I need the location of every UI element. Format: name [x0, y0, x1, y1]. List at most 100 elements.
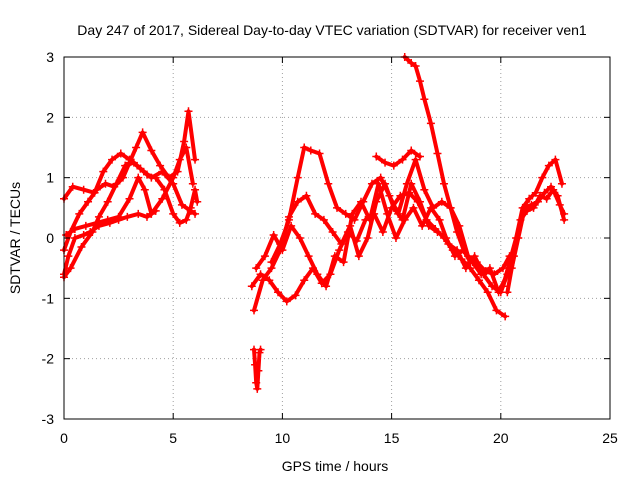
data-point-s10-19: [429, 203, 438, 212]
data-point-s2-6: [110, 182, 119, 191]
data-point-s10-3: [293, 173, 302, 182]
data-point-s9-16: [391, 234, 400, 242]
data-point-s6-6: [256, 345, 265, 354]
data-point-s5-8: [123, 212, 132, 221]
data-point-s3-3: [90, 188, 99, 197]
data-point-s3-14: [191, 209, 200, 218]
data-point-s8-12: [354, 252, 363, 261]
y-tick-label-3: 0: [46, 230, 54, 246]
data-point-s8-19: [415, 197, 424, 206]
data-point-s3-1: [68, 182, 77, 191]
data-point-s2-12: [156, 161, 165, 170]
y-tick-label-1: -2: [42, 351, 55, 367]
data-point-s10-11: [359, 197, 368, 206]
data-point-s1-13: [169, 209, 178, 218]
data-point-s4-1: [70, 224, 79, 233]
data-point-s2-3: [84, 197, 93, 206]
series-line-s9: [254, 181, 512, 295]
y-tick-label-6: 3: [46, 49, 54, 65]
data-point-s5-5: [94, 221, 103, 230]
x-tick-label-2: 10: [275, 430, 291, 446]
data-point-s5-2: [70, 234, 79, 242]
series-s6: [250, 345, 265, 393]
data-point-s5-11: [151, 206, 160, 215]
data-point-s5-3: [79, 230, 88, 239]
data-point-s2-10: [138, 128, 147, 137]
data-point-s9-24: [461, 264, 470, 273]
plot-area: [60, 53, 569, 393]
data-point-s10-2: [284, 215, 293, 224]
data-point-s15-4: [533, 197, 542, 206]
data-point-s10-18: [420, 185, 429, 194]
data-point-s9-8: [322, 282, 331, 291]
data-point-s10-5: [306, 146, 315, 155]
data-point-s5-1: [64, 252, 73, 261]
x-tick-label-0: 0: [60, 430, 68, 446]
data-point-s10-6: [315, 149, 324, 158]
data-point-s8-9: [328, 227, 337, 236]
data-point-s11-5: [426, 119, 435, 128]
data-point-s3-12: [177, 200, 186, 209]
data-point-s8-13: [363, 234, 372, 242]
data-point-s5-10: [142, 212, 151, 221]
data-point-s11-6: [433, 149, 442, 158]
data-point-s10-25: [481, 267, 490, 276]
data-point-s9-6: [304, 252, 313, 261]
data-point-s3-4: [99, 167, 108, 176]
series-s9: [252, 179, 514, 297]
data-point-s2-7: [118, 173, 127, 182]
x-tick-label-1: 5: [169, 430, 177, 446]
data-point-s15-7: [553, 191, 562, 200]
data-point-s9-22: [444, 240, 453, 249]
data-point-s12-2: [389, 161, 398, 170]
data-point-s9-3: [278, 246, 287, 255]
series-s3: [60, 149, 200, 218]
data-point-s9-15: [383, 209, 392, 218]
data-point-s7-27: [483, 288, 492, 297]
data-point-s8-6: [302, 191, 311, 200]
data-point-s13-9: [557, 179, 566, 188]
data-point-s9-17: [400, 215, 409, 224]
chart-title: Day 247 of 2017, Sidereal Day-to-day VTE…: [77, 22, 587, 38]
data-point-s4-13: [182, 143, 191, 152]
series-line-s13: [501, 157, 564, 289]
data-point-s9-9: [330, 252, 339, 261]
data-point-s10-7: [324, 179, 333, 188]
data-point-s6-2: [252, 378, 261, 387]
data-point-s1-4: [94, 212, 103, 221]
x-axis-label: GPS time / hours: [282, 458, 389, 474]
data-point-s10-1: [276, 240, 285, 249]
data-point-s13-6: [538, 173, 547, 182]
data-point-s9-19: [418, 221, 427, 230]
data-point-s2-2: [75, 209, 84, 218]
data-point-s9-7: [313, 270, 322, 279]
data-point-s10-9: [341, 209, 350, 218]
data-point-s10-8: [333, 203, 341, 212]
data-point-s8-1: [258, 276, 267, 285]
data-point-s7-26: [474, 276, 483, 285]
y-tick-label-0: -3: [42, 411, 55, 427]
y-tick-label-5: 2: [46, 109, 54, 125]
data-point-s4-7: [134, 173, 143, 182]
data-point-s3-9: [147, 173, 156, 182]
data-point-s1-18: [193, 197, 202, 206]
data-point-s11-8: [446, 203, 455, 212]
data-point-s4-6: [125, 194, 134, 203]
data-point-s2-11: [147, 146, 156, 155]
data-point-s1-1: [66, 264, 75, 273]
data-point-s13-8: [551, 155, 560, 164]
data-point-s11-1: [407, 59, 416, 68]
data-point-s7-5: [291, 291, 300, 300]
data-point-s10-27: [498, 264, 507, 273]
data-point-s12-5: [415, 152, 424, 161]
data-point-s11-4: [420, 95, 429, 104]
data-point-s10-16: [402, 179, 411, 188]
data-point-s13-4: [525, 194, 534, 203]
data-point-s9-0: [252, 264, 261, 273]
series-s13: [498, 155, 566, 291]
data-point-s1-2: [77, 243, 86, 252]
series-s5: [60, 206, 160, 279]
data-point-s8-7: [311, 209, 320, 218]
